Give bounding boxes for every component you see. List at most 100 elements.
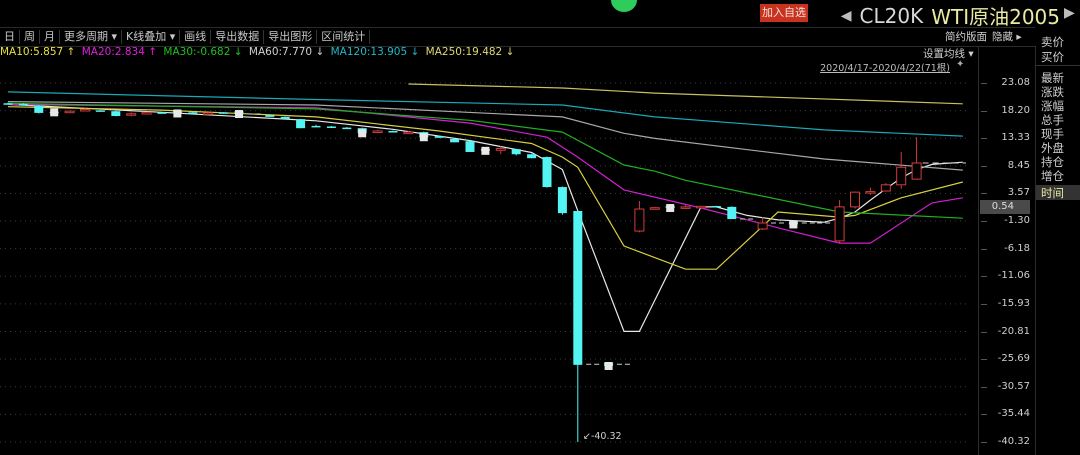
- candle[interactable]: [111, 110, 121, 117]
- candle[interactable]: [557, 186, 567, 215]
- field-outer: 外盘: [1041, 141, 1064, 155]
- candle-body: [573, 211, 583, 365]
- y-tick-label: -11.06: [997, 270, 1030, 282]
- y-tick-label: 8.45: [1007, 159, 1030, 171]
- candle[interactable]: [696, 205, 706, 209]
- candle-body: [126, 113, 137, 116]
- candle[interactable]: [896, 151, 907, 189]
- candle[interactable]: [911, 137, 922, 180]
- candlestick-chart[interactable]: [0, 60, 978, 455]
- k-overlay-dropdown[interactable]: K线叠加 ▾: [122, 30, 181, 44]
- candle-body: [666, 204, 675, 213]
- date-range-link[interactable]: 2020/4/17-2020/4/22(71根): [820, 63, 950, 74]
- range-stats-button[interactable]: 区间统计: [317, 30, 371, 44]
- candle[interactable]: [788, 220, 798, 229]
- y-tick-label: 3.57: [1007, 187, 1030, 199]
- add-to-watchlist-button[interactable]: 加入自选: [760, 4, 808, 22]
- y-tick-mark: [981, 165, 987, 167]
- prev-contract-icon[interactable]: ◀: [840, 7, 852, 24]
- candle[interactable]: [665, 204, 675, 213]
- candle[interactable]: [18, 103, 28, 106]
- candle[interactable]: [711, 205, 721, 208]
- candle[interactable]: [480, 146, 490, 155]
- candle-body: [388, 131, 398, 133]
- ma-line-ma60: [7, 101, 963, 171]
- period-week[interactable]: 周: [20, 30, 40, 44]
- candle[interactable]: [280, 116, 290, 120]
- export-data-button[interactable]: 导出数据: [211, 30, 265, 44]
- ma-settings-dropdown[interactable]: 设置均线 ▾: [923, 48, 974, 60]
- candle[interactable]: [49, 108, 59, 117]
- candle[interactable]: [296, 118, 306, 129]
- candle[interactable]: [403, 131, 414, 135]
- candle[interactable]: [634, 200, 645, 233]
- candle[interactable]: [172, 109, 182, 118]
- period-day[interactable]: 日: [0, 30, 20, 44]
- candle[interactable]: [141, 111, 152, 115]
- candle[interactable]: [511, 148, 521, 156]
- candle[interactable]: [342, 127, 352, 130]
- pin-icon[interactable]: ✦: [956, 59, 965, 70]
- y-tick-mark: [981, 441, 987, 443]
- toolbar: 日 周 月 更多周期 ▾ K线叠加 ▾ 画线 导出数据 导出图形 区间统计: [0, 27, 940, 47]
- candle-body: [342, 127, 352, 130]
- y-tick-label: -15.93: [997, 297, 1030, 309]
- candle[interactable]: [265, 114, 275, 117]
- simple-layout-button[interactable]: 简约版面: [945, 31, 987, 43]
- draw-line-button[interactable]: 画线: [180, 30, 212, 44]
- candle[interactable]: [372, 129, 383, 134]
- y-tick-mark: [981, 221, 987, 223]
- candle[interactable]: [495, 146, 506, 155]
- candle-body: [50, 108, 59, 117]
- candle-body: [419, 133, 428, 142]
- candle[interactable]: [126, 112, 137, 117]
- toolbar-right: [940, 27, 1035, 47]
- y-tick-label: -30.57: [997, 380, 1030, 392]
- candle[interactable]: [64, 110, 75, 114]
- candle[interactable]: [880, 183, 891, 192]
- candle[interactable]: [357, 127, 367, 138]
- candle[interactable]: [865, 187, 876, 195]
- candle[interactable]: [203, 112, 214, 115]
- candle[interactable]: [3, 102, 13, 105]
- candle[interactable]: [727, 206, 737, 220]
- candle[interactable]: [465, 140, 475, 152]
- candle-body: [450, 138, 460, 143]
- candle-body: [850, 191, 860, 208]
- candle[interactable]: [311, 124, 321, 128]
- candle[interactable]: [527, 153, 537, 159]
- candle[interactable]: [834, 200, 845, 244]
- candle[interactable]: [34, 104, 44, 114]
- next-contract-icon[interactable]: ▶: [1064, 5, 1075, 21]
- candle[interactable]: [95, 110, 105, 112]
- export-image-button[interactable]: 导出图形: [264, 30, 318, 44]
- candle-body: [95, 110, 105, 112]
- candle[interactable]: [604, 361, 614, 370]
- candle[interactable]: [326, 125, 336, 128]
- candle[interactable]: [434, 135, 444, 138]
- candle-body: [789, 220, 798, 229]
- field-time[interactable]: 时间: [1036, 185, 1080, 200]
- candle[interactable]: [680, 205, 691, 209]
- y-tick-mark: [981, 193, 987, 195]
- candle[interactable]: [157, 112, 167, 114]
- contract-code: CL20K: [859, 3, 924, 28]
- candle[interactable]: [388, 130, 398, 133]
- candle[interactable]: [757, 217, 768, 231]
- low-price-annotation: ↙-40.32: [583, 431, 622, 442]
- more-periods-dropdown[interactable]: 更多周期 ▾: [60, 30, 123, 44]
- candle[interactable]: [649, 206, 660, 210]
- candle[interactable]: [188, 112, 198, 114]
- period-month[interactable]: 月: [40, 30, 60, 44]
- candle[interactable]: [234, 110, 244, 119]
- candle[interactable]: [542, 156, 552, 188]
- hide-button[interactable]: 隐藏 ▸: [992, 31, 1022, 43]
- candle[interactable]: [219, 112, 229, 114]
- legend-ma20: MA20:2.834 ↑: [81, 46, 158, 58]
- candle[interactable]: [80, 108, 90, 112]
- candle[interactable]: [450, 138, 460, 143]
- candle[interactable]: [850, 191, 860, 209]
- candle[interactable]: [419, 131, 429, 142]
- candle[interactable]: [573, 210, 583, 442]
- candle-body: [434, 136, 444, 138]
